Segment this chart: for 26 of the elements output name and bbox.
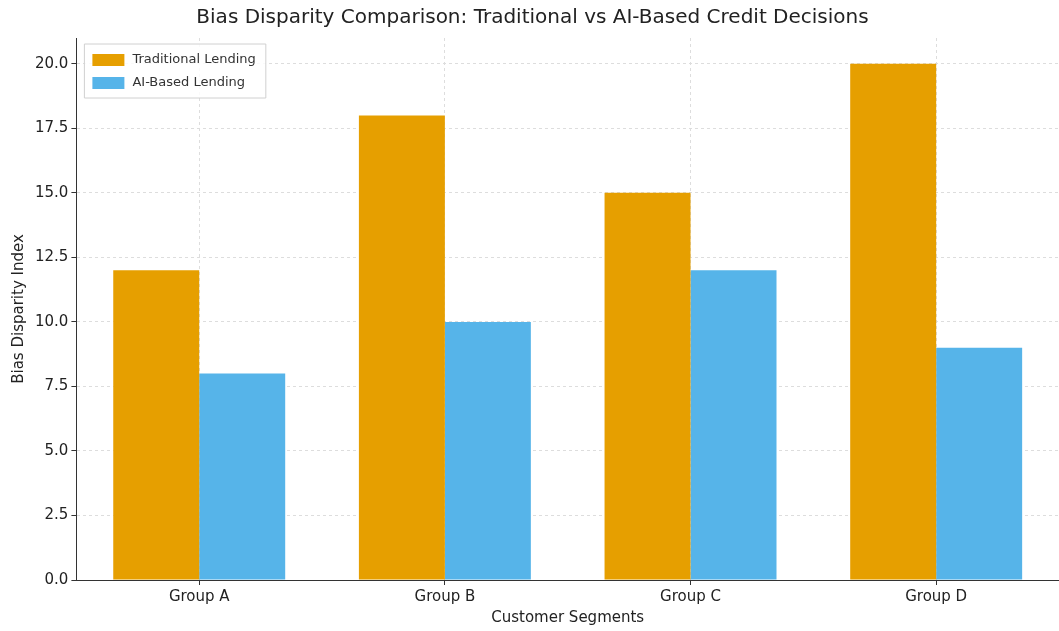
x-tick-label: Group A [168,586,231,605]
bar [358,115,445,580]
y-tick-label: 12.5 [34,247,69,266]
y-tick-label: 10.0 [34,311,69,330]
y-axis-title: Bias Disparity Index [8,234,27,384]
y-tick-label: 15.0 [34,182,69,201]
bar [936,347,1023,580]
bar [850,63,937,580]
y-tick-label: 7.5 [44,376,69,395]
legend-label: Traditional Lending [131,51,256,67]
chart-title: Bias Disparity Comparison: Traditional vs AI-Based Credit Decisions [196,4,869,29]
bar [604,192,691,580]
y-tick-label: 2.5 [44,505,69,524]
bar [690,270,777,580]
x-axis-title: Customer Segments [491,607,645,626]
y-tick-label: 17.5 [34,118,69,137]
bar [113,270,200,580]
y-tick-label: 20.0 [34,53,69,72]
y-tick-label: 5.0 [44,440,69,459]
x-tick-label: Group D [905,586,968,605]
y-tick-label: 0.0 [44,569,69,588]
bar [199,373,286,580]
bar [444,321,531,580]
x-tick-label: Group C [660,586,721,605]
x-tick-label: Group B [414,586,476,605]
legend-label: AI-Based Lending [132,74,246,90]
